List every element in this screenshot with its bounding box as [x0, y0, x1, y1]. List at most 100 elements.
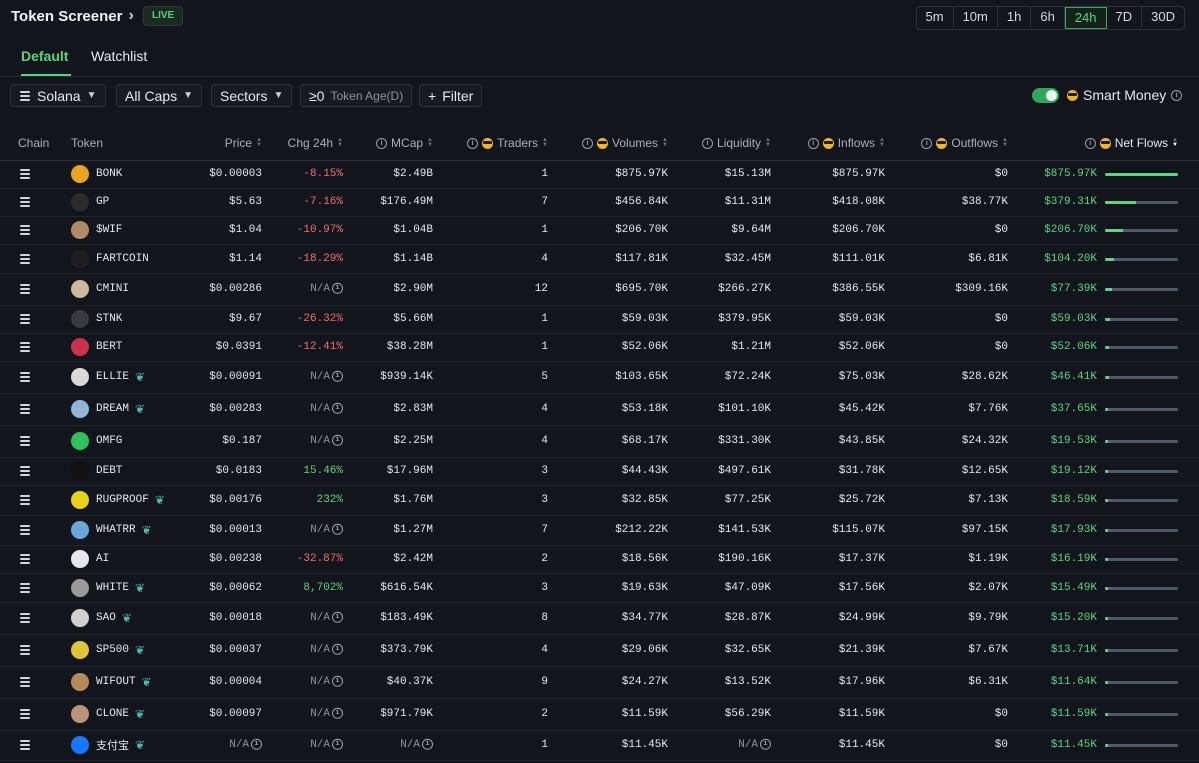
info-icon[interactable]: i	[251, 738, 262, 750]
table-row[interactable]: DREAM ❦ $0.00283 N/A i $2.83M 4 $53.18K $101.10K…	[0, 393, 1199, 426]
netflow-bar-fill	[1105, 318, 1111, 321]
cell-chg: 8,702%	[303, 582, 343, 594]
info-icon[interactable]: i	[332, 523, 343, 535]
traders-value: 7	[541, 196, 548, 208]
col-chg24h[interactable]: Chg 24h ▲ ▼	[287, 136, 343, 150]
token-name[interactable]: RUGPROOF ❦	[96, 493, 165, 507]
token-name[interactable]: AI	[96, 553, 109, 565]
info-icon[interactable]: i	[1084, 137, 1096, 149]
info-icon[interactable]: i	[467, 137, 479, 149]
info-icon[interactable]: i	[332, 643, 343, 655]
timeframe-30d[interactable]: 30D	[1151, 9, 1175, 24]
sectors-select[interactable]: Sectors ▼	[211, 84, 293, 107]
token-name[interactable]: $WIF	[96, 224, 122, 236]
token-name[interactable]: ELLIE ❦	[96, 370, 145, 384]
table-row[interactable]: WHITE ❦ $0.00062 8,702% $616.54K 3 $19.63K $47.…	[0, 573, 1199, 603]
token-name[interactable]: FARTCOIN	[96, 253, 149, 265]
table-row[interactable]: STNK $9.67 -26.32% $5.66M 1 $59.03K $379.95K $5…	[0, 305, 1199, 334]
table-row[interactable]: CMINI $0.00286 N/A i $2.90M 12 $695.70K $266.27…	[0, 273, 1199, 306]
token-name[interactable]: 支付宝 ❦	[96, 737, 145, 753]
tab-watchlist[interactable]: Watchlist	[91, 48, 148, 64]
table-row[interactable]: DEBT $0.0183 15.46% $17.96M 3 $44.43K $497.61K…	[0, 457, 1199, 486]
table-row[interactable]: WIFOUT ❦ $0.00004 N/A i $40.37K 9 $24.27K $13.52…	[0, 666, 1199, 699]
table-row[interactable]: ELLIE ❦ $0.00091 N/A i $939.14K 5 $103.65K $72.2…	[0, 361, 1199, 394]
table-row[interactable]: $WIF $1.04 -10.97% $1.04B 1 $206.70K $9.64M $20…	[0, 216, 1199, 245]
col-netflows[interactable]: i Net Flows ▲ ▼	[1084, 136, 1178, 150]
info-icon[interactable]: i	[332, 282, 343, 294]
table-row[interactable]: RUGPROOF ❦ $0.00176 232% $1.76M 3 $32.85K $77.2…	[0, 485, 1199, 516]
info-icon[interactable]: i	[332, 738, 343, 750]
table-row[interactable]: SP500 ❦ $0.00037 N/A i $373.79K 4 $29.06K $32.65…	[0, 634, 1199, 667]
chain-select[interactable]: Solana ▼	[10, 84, 106, 107]
smart-money-toggle[interactable]	[1032, 88, 1059, 103]
info-icon[interactable]: i	[332, 370, 343, 382]
smart-money-control: Smart Money i	[1067, 87, 1183, 103]
table-row[interactable]: 支付宝 ❦ N/A i N/A i N/A i 1 $11.45K N/A i $11.45K $0 $11…	[0, 730, 1199, 761]
col-inflows[interactable]: i Inflows ▲ ▼	[807, 136, 885, 150]
table-row[interactable]: BERT $0.0391 -12.41% $38.28M 1 $52.06K $1.21M $…	[0, 333, 1199, 362]
token-name[interactable]: SP500 ❦	[96, 643, 145, 657]
table-row[interactable]: FARTCOIN $1.14 -18.29% $1.14B 4 $117.81K $32.4…	[0, 244, 1199, 274]
col-liquidity[interactable]: i Liquidity ▲ ▼	[702, 136, 771, 150]
liquidity-value: $101.10K	[718, 403, 771, 415]
timeframe-7d[interactable]: 7D	[1107, 7, 1143, 27]
info-icon[interactable]: i	[921, 137, 933, 149]
info-icon[interactable]: i	[332, 611, 343, 623]
info-icon[interactable]: i	[422, 738, 433, 750]
token-name[interactable]: GP	[96, 196, 109, 208]
table-row[interactable]: WHATRR ❦ $0.00013 N/A i $1.27M 7 $212.22K $141.5…	[0, 515, 1199, 546]
token-name[interactable]: CMINI	[96, 283, 129, 295]
token-name[interactable]: WHITE ❦	[96, 581, 145, 595]
tab-default[interactable]: Default	[21, 48, 69, 64]
table-row[interactable]: AI $0.00238 -32.87% $2.42M 2 $18.56K $190.16K $…	[0, 545, 1199, 574]
token-name[interactable]: CLONE ❦	[96, 707, 145, 721]
table-row[interactable]: BONK $0.00003 -8.15% $2.49B 1 $875.97K $15.13M…	[0, 160, 1199, 189]
info-icon[interactable]: i	[1171, 89, 1183, 101]
token-logo-icon	[71, 673, 89, 691]
info-icon[interactable]: i	[332, 675, 343, 687]
timeframe-24h[interactable]: 24h	[1064, 7, 1107, 29]
info-icon[interactable]: i	[582, 137, 594, 149]
col-volumes[interactable]: i Volumes ▲ ▼	[582, 136, 668, 150]
info-icon[interactable]: i	[332, 402, 343, 414]
col-price[interactable]: Price ▲ ▼	[224, 136, 262, 150]
caps-select[interactable]: All Caps ▼	[116, 84, 203, 107]
timeframe-6h[interactable]: 6h	[1031, 7, 1065, 27]
info-icon[interactable]: i	[807, 137, 819, 149]
info-icon[interactable]: i	[376, 137, 388, 149]
info-icon[interactable]: i	[760, 738, 771, 750]
token-name[interactable]: DEBT	[96, 465, 122, 477]
cell-inflows: $21.39K	[839, 644, 885, 656]
timeframe-10m[interactable]: 10m	[954, 7, 998, 27]
token-age-filter[interactable]: ≥0 Token Age(D)	[300, 84, 413, 107]
table-row[interactable]: SAO ❦ $0.00018 N/A i $183.49K 8 $34.77K $28.87K $…	[0, 602, 1199, 635]
token-name[interactable]: WIFOUT ❦	[96, 675, 152, 689]
token-name[interactable]: WHATRR ❦	[96, 523, 152, 537]
token-name[interactable]: OMFG	[96, 435, 122, 447]
page-title-button[interactable]: Token Screener ›	[11, 7, 134, 25]
info-icon[interactable]: i	[702, 137, 714, 149]
inflows-value: $111.01K	[832, 252, 885, 265]
timeframe-1h[interactable]: 1h	[998, 7, 1032, 27]
token-name[interactable]: BONK	[96, 168, 122, 180]
info-icon[interactable]: i	[332, 707, 343, 719]
token-name[interactable]: DREAM ❦	[96, 402, 145, 416]
cell-inflows: $31.78K	[839, 465, 885, 477]
netflow-bar-fill	[1105, 346, 1110, 349]
token-name[interactable]: BERT	[96, 341, 122, 353]
liquidity-value: $15.13M	[724, 168, 771, 180]
info-icon[interactable]: i	[332, 434, 343, 446]
col-outflows[interactable]: i Outflows ▲ ▼	[921, 136, 1008, 150]
cell-mcap: $2.49B	[393, 168, 433, 180]
table-row[interactable]: OMFG $0.187 N/A i $2.25M 4 $68.17K $331.30K $43.…	[0, 425, 1199, 458]
cell-price: $0.00062	[209, 582, 262, 594]
table-row[interactable]: GP $5.63 -7.16% $176.49M 7 $456.84K $11.31M $41…	[0, 188, 1199, 217]
liquidity-value: $497.61K	[718, 465, 771, 477]
table-row[interactable]: CLONE ❦ $0.00097 N/A i $971.79K 2 $11.59K $56.29…	[0, 698, 1199, 731]
token-name[interactable]: SAO ❦	[96, 611, 132, 625]
token-name[interactable]: STNK	[96, 313, 122, 325]
filter-button[interactable]: + Filter	[419, 84, 483, 107]
timeframe-5m[interactable]: 5m	[917, 7, 954, 27]
col-traders[interactable]: i Traders ▲ ▼	[467, 136, 548, 150]
col-mcap[interactable]: i MCap ▲ ▼	[376, 136, 433, 150]
